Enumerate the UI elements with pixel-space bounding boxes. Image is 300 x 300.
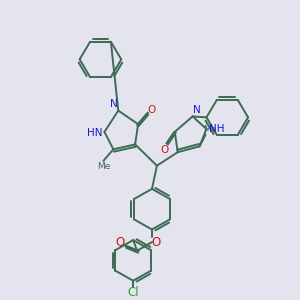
Text: Me: Me	[97, 162, 110, 171]
Text: O: O	[161, 145, 169, 155]
Text: O: O	[148, 105, 156, 115]
Text: Cl: Cl	[127, 286, 139, 299]
Text: N: N	[110, 99, 118, 109]
Text: O: O	[151, 236, 160, 248]
Text: Me: Me	[203, 125, 216, 134]
Text: NH: NH	[208, 124, 224, 134]
Text: O: O	[116, 236, 125, 248]
Text: N: N	[193, 105, 200, 115]
Text: HN: HN	[87, 128, 102, 138]
